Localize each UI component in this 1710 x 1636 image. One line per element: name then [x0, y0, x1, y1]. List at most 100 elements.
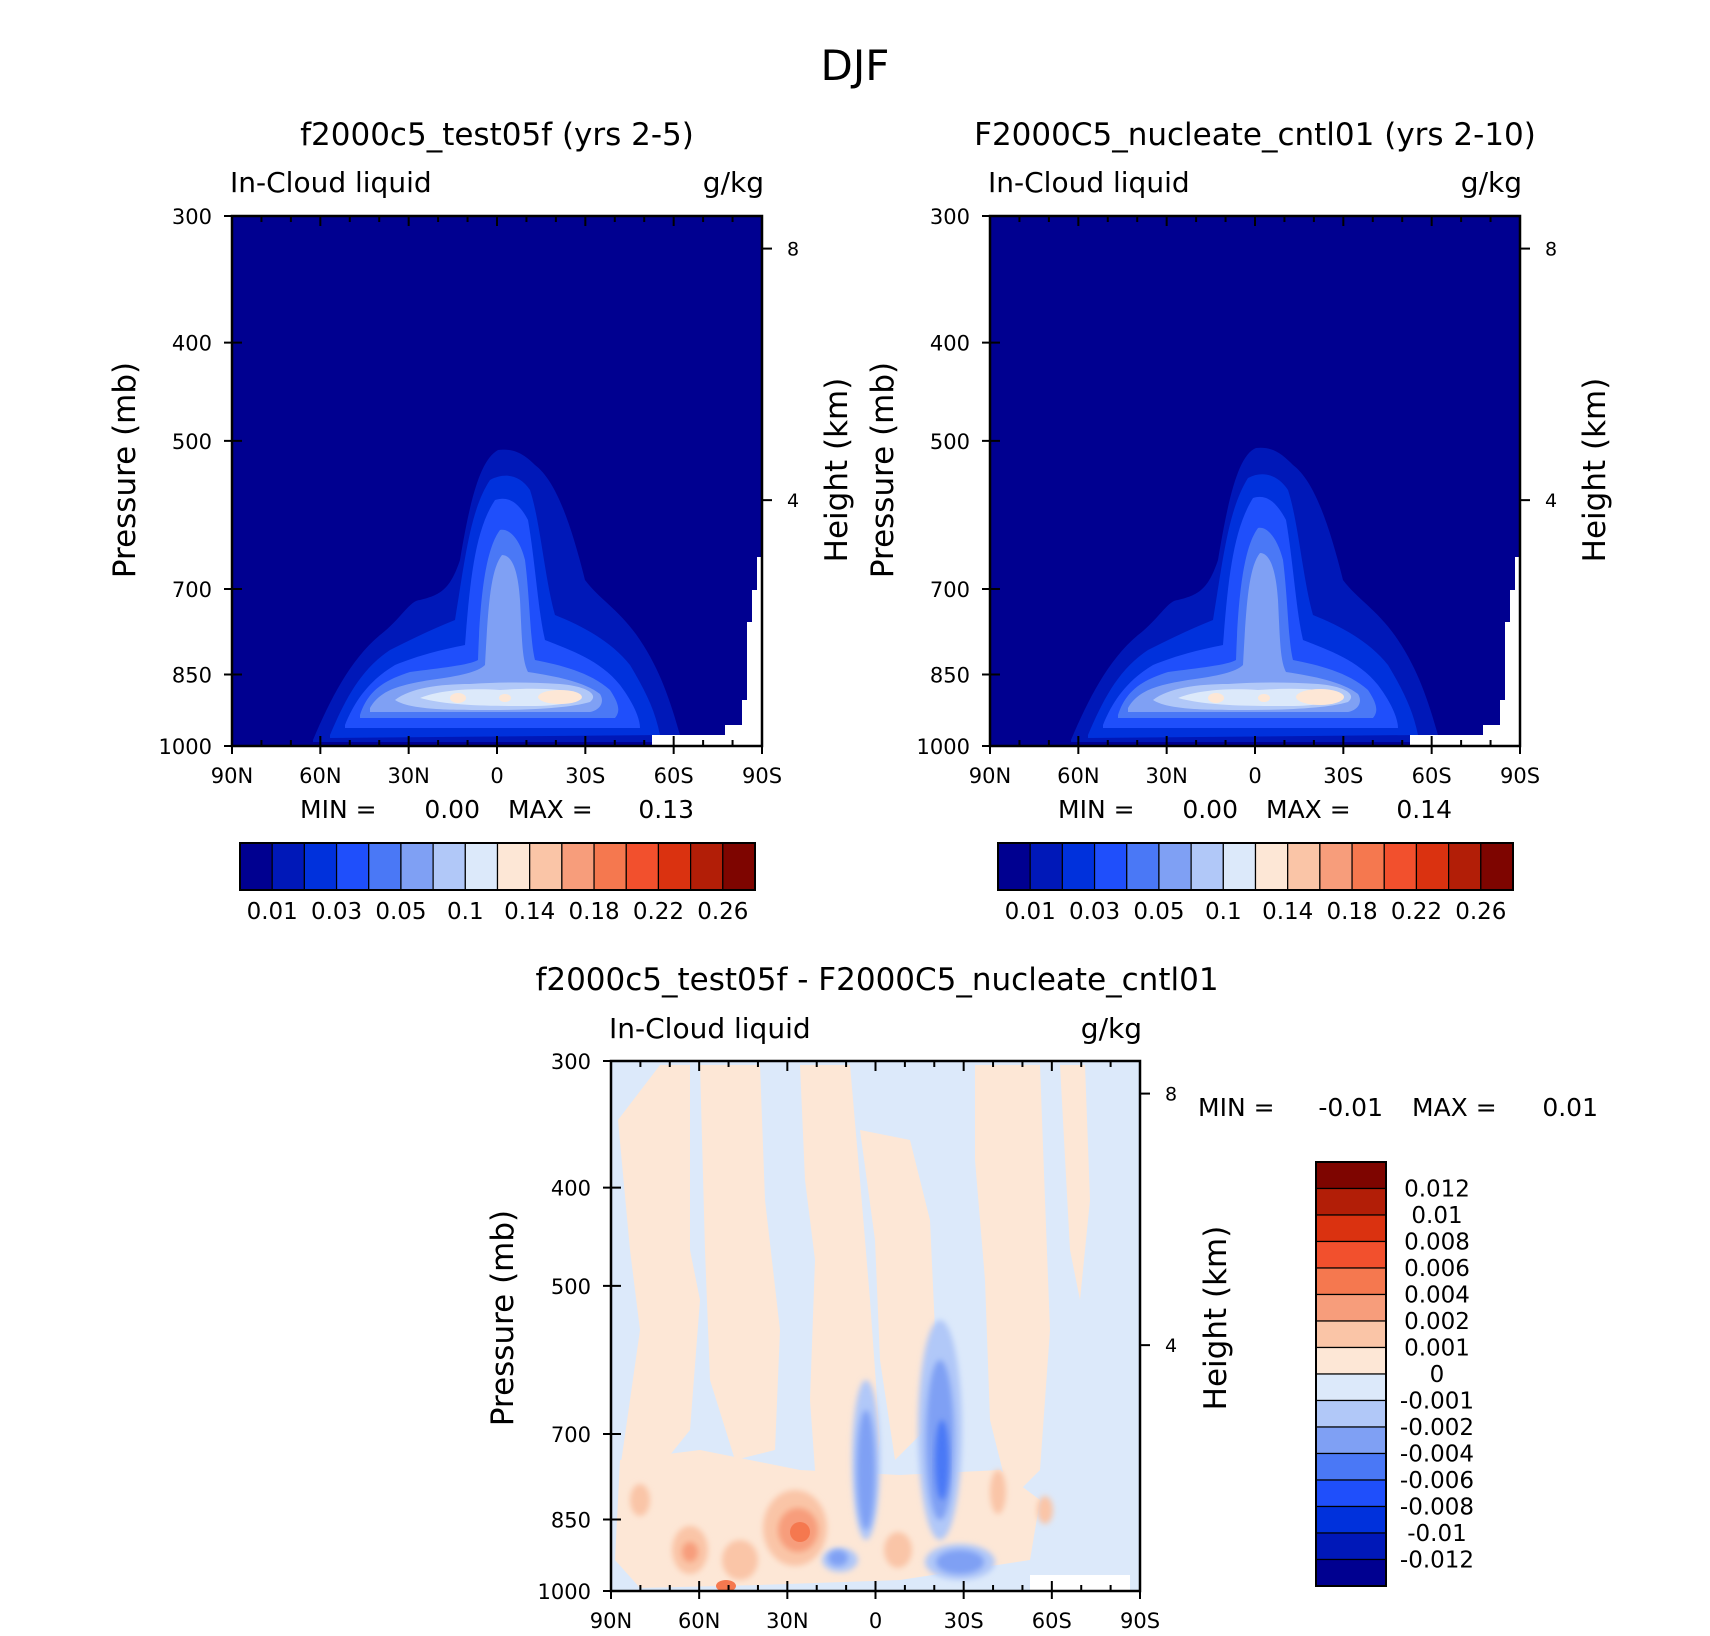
- colorbar-swatch: [1315, 1187, 1387, 1216]
- panel-1-max-blob-1: [1296, 689, 1344, 705]
- panel-1-ticks: 90N 60N 30N 0 30S 60S 90S 300 400 500 700 850 1000 8 4: [917, 205, 1558, 788]
- panel-1-min-label: MIN =: [1058, 795, 1135, 824]
- colorbar-label: -0.002: [1400, 1415, 1474, 1441]
- colorbar-swatch: [432, 842, 466, 891]
- panel-2-missing-data: [1030, 1575, 1130, 1591]
- panel-1: F2000C5_nucleate_cntl01 (yrs 2-10) In-Cl…: [865, 117, 1613, 925]
- panel-1-colorbar: 0.01 0.03 0.05 0.1 0.14 0.18 0.22 0.26: [997, 842, 1514, 925]
- x-tick-label: 90S: [742, 764, 782, 788]
- x-tick-label: 60S: [1032, 1609, 1072, 1633]
- panel-2-min-label: MIN =: [1198, 1093, 1275, 1122]
- x-tick-label: 0: [1248, 764, 1261, 788]
- colorbar-swatch: [1287, 842, 1321, 891]
- y-tick-label: 400: [930, 332, 970, 356]
- colorbar-swatch: [400, 842, 434, 891]
- colorbar-swatch: [368, 842, 402, 891]
- x-tick-label: 60N: [299, 764, 341, 788]
- colorbar-label: 0.05: [1133, 899, 1184, 925]
- panel-2-positive-max-regions: [716, 1522, 810, 1591]
- x-tick-label: 0: [490, 764, 503, 788]
- colorbar-swatch: [625, 842, 660, 891]
- panel-0-units-label: g/kg: [703, 166, 764, 199]
- colorbar-swatch: [271, 842, 305, 891]
- panel-0-min-label: MIN =: [300, 795, 377, 824]
- panel-1-max-blob-3: [1258, 694, 1270, 702]
- colorbar-swatch: [1315, 1293, 1387, 1322]
- colorbar-swatch: [529, 842, 563, 891]
- panel-1-plot-area: [990, 216, 1520, 746]
- y-tick-label: 500: [551, 1275, 591, 1299]
- colorbar-swatch: [1254, 842, 1289, 891]
- x-tick-label: 90N: [211, 764, 253, 788]
- panel-2-positive-regions: [615, 1065, 1090, 1588]
- y-tick-label: 850: [551, 1508, 591, 1532]
- x-tick-label: 90N: [969, 764, 1011, 788]
- y-tick-label: 850: [930, 663, 970, 687]
- panel-0-max-blob-3: [499, 694, 511, 702]
- y-tick-label: 400: [172, 332, 212, 356]
- y-tick-label: 700: [172, 578, 212, 602]
- colorbar-swatch: [561, 842, 595, 891]
- colorbar-swatch: [690, 842, 724, 891]
- y-tick-label: 1000: [159, 735, 212, 759]
- colorbar-swatch: [1448, 842, 1482, 891]
- colorbar-swatch: [1222, 842, 1257, 891]
- panel-2-y-axis-title: Pressure (mb): [485, 1210, 521, 1426]
- colorbar-label: 0.002: [1404, 1309, 1470, 1335]
- colorbar-label: 0.012: [1404, 1177, 1470, 1203]
- panel-1-max-blob-2: [1208, 693, 1224, 703]
- colorbar-swatch: [1315, 1479, 1387, 1508]
- panel-2-max-value: 0.01: [1542, 1093, 1598, 1122]
- colorbar-swatch: [1061, 842, 1096, 891]
- x-tick-label: 30S: [1323, 764, 1363, 788]
- colorbar-label: 0: [1430, 1362, 1445, 1388]
- x-tick-label: 0: [869, 1609, 882, 1633]
- panel-1-missing-data: [1410, 557, 1520, 746]
- x-tick-label: 90N: [590, 1609, 632, 1633]
- x-tick-label: 30N: [387, 764, 429, 788]
- panel-0-variable-label: In-Cloud liquid: [230, 166, 432, 199]
- colorbar-swatch: [1319, 842, 1353, 891]
- colorbar-label: 0.01: [1411, 1203, 1462, 1229]
- colorbar-label: 0.1: [447, 899, 484, 925]
- panel-1-units-label: g/kg: [1461, 166, 1522, 199]
- colorbar-swatch: [1315, 1558, 1387, 1587]
- colorbar-label: 0.26: [697, 899, 748, 925]
- panel-0-colorbar: 0.01 0.03 0.05 0.1 0.14 0.18 0.22 0.26: [239, 842, 756, 925]
- colorbar-swatch: [303, 842, 338, 891]
- colorbar-label: 0.14: [504, 899, 555, 925]
- y-right-tick-label: 8: [1545, 239, 1557, 261]
- panel-1-variable-label: In-Cloud liquid: [988, 166, 1190, 199]
- colorbar-label: -0.01: [1407, 1521, 1467, 1547]
- panel-0-ticks: 90N 60N 30N 0 30S 60S 90S 300 400 500 700 850 1000 8 4: [159, 205, 800, 788]
- x-tick-label: 90S: [1500, 764, 1540, 788]
- panel-0: f2000c5_test05f (yrs 2-5) In-Cloud liqui…: [107, 117, 855, 925]
- panel-2: f2000c5_test05f - F2000C5_nucleate_cntl0…: [485, 962, 1598, 1633]
- colorbar-frame: [239, 842, 756, 891]
- colorbar-label: 0.26: [1455, 899, 1506, 925]
- panel-1-y-right-axis-title: Height (km): [1577, 378, 1613, 563]
- panel-2-ticks: 90N 60N 30N 0 30S 60S 90S 300 400 500 700 850 1000 8 4: [538, 1050, 1178, 1633]
- panel-0-y-right-axis-title: Height (km): [819, 378, 855, 563]
- colorbar-label: -0.006: [1400, 1468, 1474, 1494]
- colorbar-swatch: [1480, 842, 1514, 891]
- panel-2-y-right-axis-title: Height (km): [1198, 1226, 1234, 1411]
- y-right-tick-label: 4: [1545, 490, 1557, 512]
- colorbar-swatch: [593, 842, 627, 891]
- colorbar-label: -0.012: [1400, 1548, 1474, 1574]
- colorbar-label: 0.14: [1262, 899, 1313, 925]
- colorbar-label: -0.008: [1400, 1495, 1474, 1521]
- colorbar-swatch: [1383, 842, 1418, 891]
- y-tick-label: 300: [930, 205, 970, 229]
- panel-0-max-value: 0.13: [638, 795, 694, 824]
- colorbar-label: 0.03: [311, 899, 362, 925]
- colorbar-label: 0.1: [1205, 899, 1242, 925]
- colorbar-swatch: [1351, 842, 1385, 891]
- colorbar-swatch: [1315, 1505, 1387, 1534]
- colorbar-label: 0.008: [1404, 1230, 1470, 1256]
- x-tick-label: 60S: [1412, 764, 1452, 788]
- y-tick-label: 500: [930, 430, 970, 454]
- colorbar-label: -0.001: [1400, 1389, 1474, 1415]
- panel-2-max-label: MAX =: [1412, 1093, 1497, 1122]
- colorbar-swatch: [1315, 1346, 1387, 1375]
